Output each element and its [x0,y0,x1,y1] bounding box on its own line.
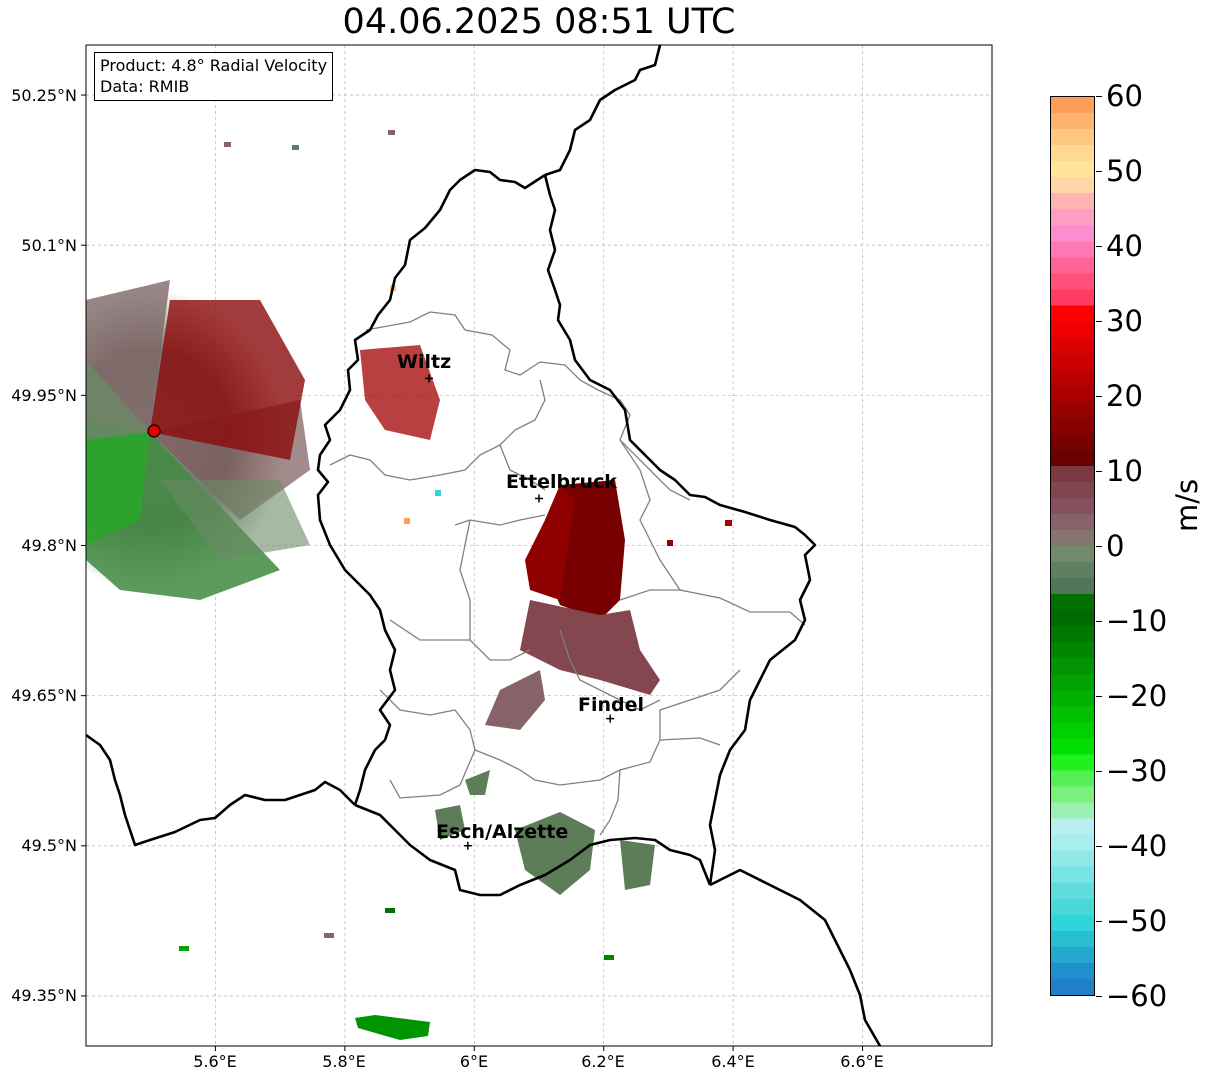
city-marker-icon [535,494,543,503]
city-label-esch-alzette: Esch/Alzette [436,821,569,843]
colorbar-tick [1096,546,1102,547]
lat-tick-label: 50.1°N [21,236,77,255]
lon-tick-label: 5.8°E [322,1052,366,1071]
lon-tick-label: 6°E [459,1052,489,1071]
city-label-ettelbruck: Ettelbruck [506,471,617,493]
colorbar-tick [1096,96,1102,97]
axis-ticks [81,94,864,1051]
canton-borders [329,311,806,836]
colorbar-tick [1096,471,1102,472]
colorbar-tick-label: 10 [1106,454,1143,488]
colorbar-tick-label: −50 [1106,904,1168,938]
colorbar-tick [1096,996,1102,997]
colorbar-tick-label: −20 [1106,679,1168,713]
city-marker-icon [463,841,472,850]
lat-tick-label: 49.5°N [21,836,77,855]
colorbar-tick-label: 20 [1106,379,1143,413]
colorbar-tick [1096,621,1102,622]
map-title: 04.06.2025 08:51 UTC [342,2,736,42]
colorbar-tick [1096,321,1102,322]
radar-echoes [86,130,732,1040]
colorbar-tick [1096,696,1102,697]
colorbar-unit-label: m/s [1170,478,1204,532]
lat-tick-label: 50.25°N [11,86,77,105]
colorbar-tick [1096,921,1102,922]
colorbar-tick-label: 60 [1106,79,1143,113]
city-markers [424,374,615,850]
lon-tick-label: 5.6°E [193,1052,237,1071]
lon-tick-label: 6.4°E [711,1052,755,1071]
radar-site-marker [147,424,161,438]
product-info-box: Product: 4.8° Radial Velocity Data: RMIB [94,52,334,101]
city-marker-icon [606,714,615,723]
colorbar-tick [1096,246,1102,247]
colorbar-tick-label: 50 [1106,154,1143,188]
colorbar-tick-label: −10 [1106,604,1168,638]
lat-tick-label: 49.8°N [21,536,77,555]
colorbar-tick [1096,846,1102,847]
lon-tick-label: 6.2°E [581,1052,625,1071]
velocity-colorbar [1050,96,1095,996]
product-label: Product: 4.8° Radial Velocity [100,56,328,75]
colorbar-tick-label: −60 [1106,979,1168,1013]
lat-tick-label: 49.95°N [11,386,77,405]
lat-tick-label: 49.35°N [11,986,77,1005]
country-borders [86,45,882,1046]
lat-tick-label: 49.65°N [11,686,77,705]
city-marker-icon [424,374,433,383]
city-label-wiltz: Wiltz [397,351,452,373]
colorbar-tick [1096,396,1102,397]
city-label-findel: Findel [578,694,645,716]
colorbar-tick [1096,771,1102,772]
colorbar-tick-label: −40 [1106,829,1168,863]
colorbar-tick-label: 0 [1106,529,1125,563]
colorbar-tick-label: 40 [1106,229,1143,263]
data-source-label: Data: RMIB [100,77,190,96]
colorbar-tick [1096,171,1102,172]
colorbar-tick-label: 30 [1106,304,1143,338]
colorbar-tick-label: −30 [1106,754,1168,788]
lon-tick-label: 6.6°E [840,1052,884,1071]
